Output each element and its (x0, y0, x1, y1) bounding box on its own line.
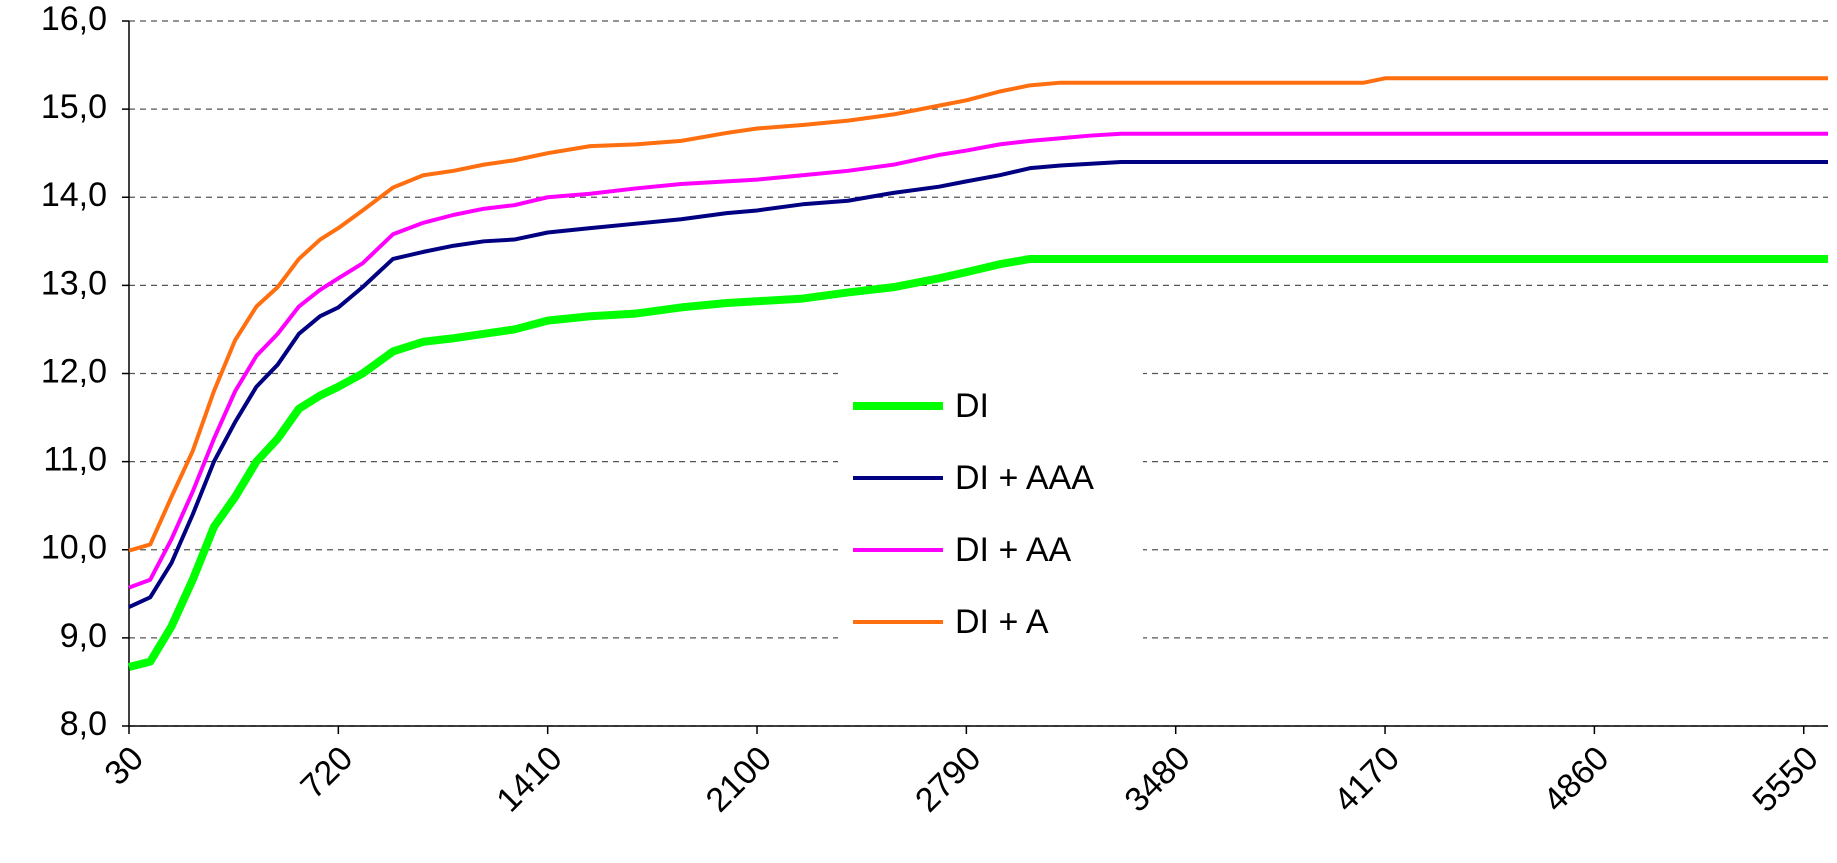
legend: DI DI + AAA DI + AA DI + A (838, 372, 1143, 644)
y-tick-label: 12,0 (41, 352, 107, 390)
y-tick-label: 9,0 (60, 617, 107, 655)
x-tick-label: 3480 (1117, 739, 1197, 819)
y-tick-label: 8,0 (60, 705, 107, 743)
legend-box (838, 372, 1143, 644)
x-tick-label: 1410 (489, 739, 569, 819)
series-line (128, 131, 1828, 590)
series-line (128, 160, 1828, 609)
legend-label: DI + AAA (955, 459, 1094, 497)
legend-label: DI + AA (955, 531, 1072, 569)
y-tick-label: 10,0 (41, 529, 107, 567)
y-tick-label: 14,0 (41, 176, 107, 214)
y-tick-label: 13,0 (41, 264, 107, 302)
x-tick-label: 2790 (908, 739, 988, 819)
x-tick-label: 2100 (699, 739, 779, 819)
y-tick-label: 15,0 (41, 88, 107, 126)
x-tick-label: 720 (293, 739, 360, 806)
series-line (128, 254, 1828, 671)
x-tick-label: 4170 (1327, 739, 1407, 819)
legend-label: DI + A (955, 603, 1049, 641)
y-tick-label: 11,0 (43, 441, 107, 479)
series-line (128, 76, 1828, 553)
legend-label: DI (955, 387, 989, 425)
y-tick-label: 16,0 (41, 0, 107, 38)
x-tick-label: 5550 (1745, 739, 1825, 819)
x-tick-label: 30 (97, 739, 151, 793)
x-tick-label: 4860 (1536, 739, 1616, 819)
